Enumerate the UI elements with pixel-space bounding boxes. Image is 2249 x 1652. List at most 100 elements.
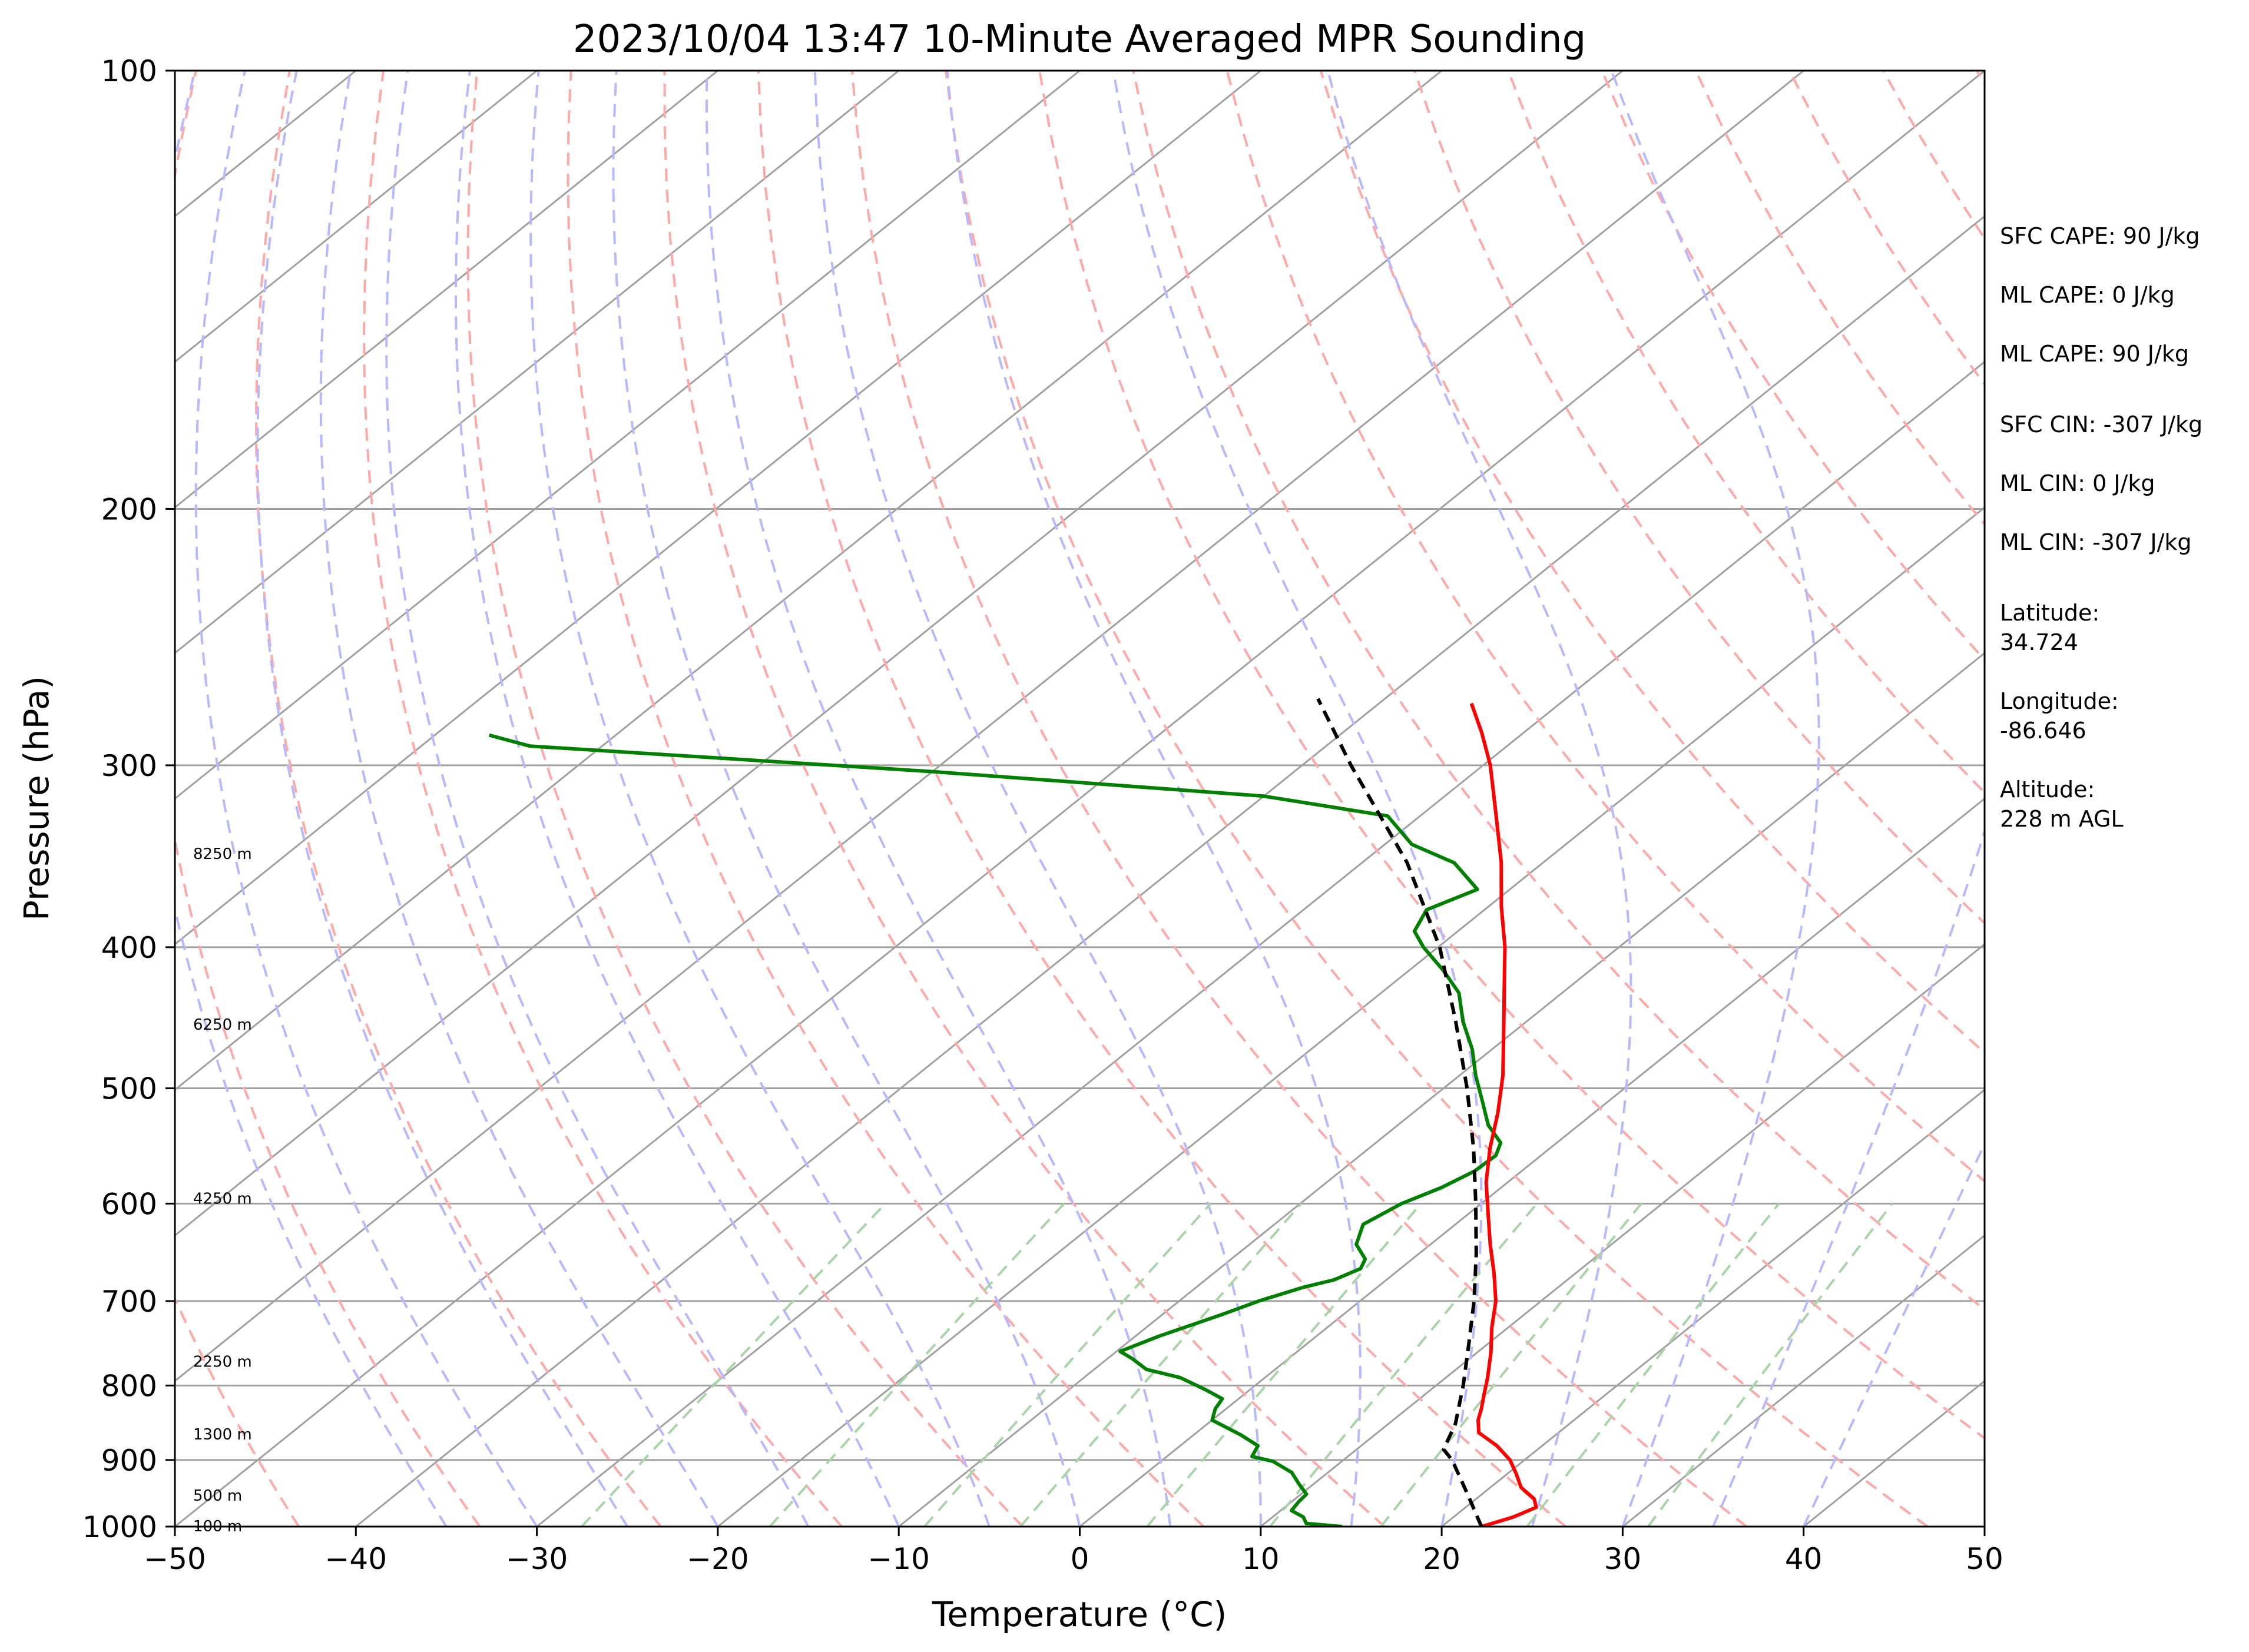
sounding-info-panel: SFC CAPE: 90 J/kg ML CAPE: 0 J/kg ML CAP… — [2000, 223, 2202, 832]
x-tick-label: 10 — [1242, 1542, 1280, 1576]
isotherm--40 — [355, 215, 1985, 1527]
dry-adiabat — [663, 71, 1386, 1527]
x-axis-label: Temperature (°C) — [932, 1594, 1227, 1634]
temperature-line — [1469, 702, 1538, 1527]
sfc-cin-text: SFC CIN: -307 J/kg — [2000, 412, 2202, 437]
longitude-label: Longitude: — [2000, 688, 2119, 714]
y-axis-label: Pressure (hPa) — [16, 676, 57, 921]
isotherms — [175, 71, 1985, 1527]
moist-adiabat — [385, 71, 810, 1527]
isotherm--80 — [175, 71, 1443, 1092]
x-tick-label: −10 — [867, 1542, 930, 1576]
moist-adiabat — [1802, 1141, 1985, 1527]
y-tick-label: 200 — [101, 492, 157, 526]
dry-adiabat — [757, 71, 1566, 1527]
isotherm-0 — [1079, 797, 1985, 1527]
moist-adiabat — [705, 71, 1172, 1527]
dry-adiabat — [1132, 71, 1985, 1311]
y-tick-label: 100 — [101, 54, 157, 88]
mixing-ratio-line — [1647, 1203, 1893, 1527]
height-label: 8250 m — [193, 845, 252, 863]
dry-adiabat — [363, 71, 843, 1527]
isotherm-10 — [1260, 943, 1985, 1527]
dry-adiabat — [1038, 71, 1985, 1440]
isotherm-30 — [1622, 1234, 1985, 1527]
sfc-cape-text: SFC CAPE: 90 J/kg — [2000, 223, 2200, 249]
x-tick-label: 50 — [1966, 1542, 2003, 1576]
dry-adiabat — [466, 71, 1024, 1527]
height-label: 2250 m — [193, 1353, 252, 1371]
y-tick-label: 600 — [101, 1187, 157, 1221]
y-tick-label: 900 — [101, 1444, 157, 1478]
height-label: 6250 m — [193, 1016, 252, 1034]
latitude-label: Latitude: — [2000, 600, 2099, 626]
dry-adiabat — [1601, 71, 1985, 662]
moist-adiabat — [1326, 71, 1632, 1527]
ml-cin-text-2: ML CIN: -307 J/kg — [2000, 529, 2192, 555]
moist-adiabat — [194, 71, 538, 1527]
chart-title: 2023/10/04 13:47 10-Minute Averaged MPR … — [573, 18, 1586, 61]
ml-cape-text-2: ML CAPE: 90 J/kg — [2000, 341, 2189, 367]
isotherm--90 — [175, 71, 1261, 946]
dry-adiabat — [567, 71, 1205, 1527]
isotherm--30 — [536, 360, 1985, 1527]
isotherm--70 — [175, 71, 1624, 1237]
x-axis-ticks: −50 −40 −30 −20 −10 0 10 20 30 40 50 — [144, 1527, 2003, 1576]
isotherm--130 — [175, 71, 538, 363]
latitude-value: 34.724 — [2000, 629, 2078, 655]
x-tick-label: −50 — [144, 1542, 206, 1576]
dry-adiabat — [850, 71, 1748, 1527]
moist-adiabat — [454, 71, 900, 1527]
isotherm-20 — [1441, 1089, 1985, 1527]
x-tick-label: 0 — [1071, 1542, 1089, 1576]
isotherm--110 — [175, 71, 900, 655]
ml-cin-text: ML CIN: 0 J/kg — [2000, 470, 2155, 496]
y-tick-label: 1000 — [82, 1510, 157, 1544]
altitude-value: 228 m AGL — [2000, 806, 2124, 832]
y-tick-label: 700 — [101, 1285, 157, 1319]
x-tick-label: 40 — [1785, 1542, 1823, 1576]
y-tick-label: 800 — [101, 1369, 157, 1403]
dry-adiabat — [175, 71, 481, 1527]
dewpoint-line — [488, 733, 1503, 1527]
moist-adiabat — [813, 71, 1262, 1527]
mixing-ratio-line — [923, 1203, 1212, 1527]
moist-adiabat — [1712, 71, 1985, 1527]
x-tick-label: 20 — [1423, 1542, 1460, 1576]
isotherm--20 — [717, 506, 1985, 1527]
moist-adiabat — [612, 71, 1081, 1527]
moist-adiabat — [319, 71, 719, 1527]
isotherm--10 — [898, 652, 1985, 1527]
mixing-ratio-line — [769, 1203, 1065, 1527]
longitude-value: -86.646 — [2000, 718, 2086, 744]
y-axis-ticks: 1000 900 800 700 600 500 400 300 200 100 — [82, 54, 175, 1544]
mixing-ratio-line — [1380, 1203, 1642, 1527]
mixing-ratio-lines — [581, 1203, 1893, 1527]
moist-adiabat — [256, 71, 629, 1527]
isotherm--120 — [175, 71, 718, 509]
moist-adiabat — [1610, 71, 1820, 1527]
mixing-ratio-line — [581, 1203, 886, 1527]
y-tick-label: 300 — [101, 749, 157, 783]
x-tick-label: 30 — [1604, 1542, 1642, 1576]
isotherm--60 — [175, 71, 1804, 1382]
altitude-label: Altitude: — [2000, 777, 2095, 802]
x-tick-label: −40 — [325, 1542, 387, 1576]
isotherm--50 — [175, 71, 1985, 1527]
parcel-path-line — [1316, 698, 1483, 1527]
y-tick-label: 400 — [101, 931, 157, 965]
x-tick-label: −30 — [506, 1542, 568, 1576]
background-lines — [175, 71, 1985, 1527]
height-label: 500 m — [193, 1487, 242, 1505]
mixing-ratio-line — [1268, 1203, 1538, 1527]
y-tick-label: 500 — [101, 1072, 157, 1106]
mixing-ratio-line — [1019, 1203, 1303, 1527]
moist-adiabat — [175, 71, 448, 1527]
dry-adiabat — [1225, 71, 1985, 1183]
moist-adiabats — [175, 71, 1985, 1527]
mixing-ratio-line — [1526, 1203, 1780, 1527]
isotherm--100 — [175, 71, 1081, 800]
sounding-profiles — [488, 698, 1538, 1527]
